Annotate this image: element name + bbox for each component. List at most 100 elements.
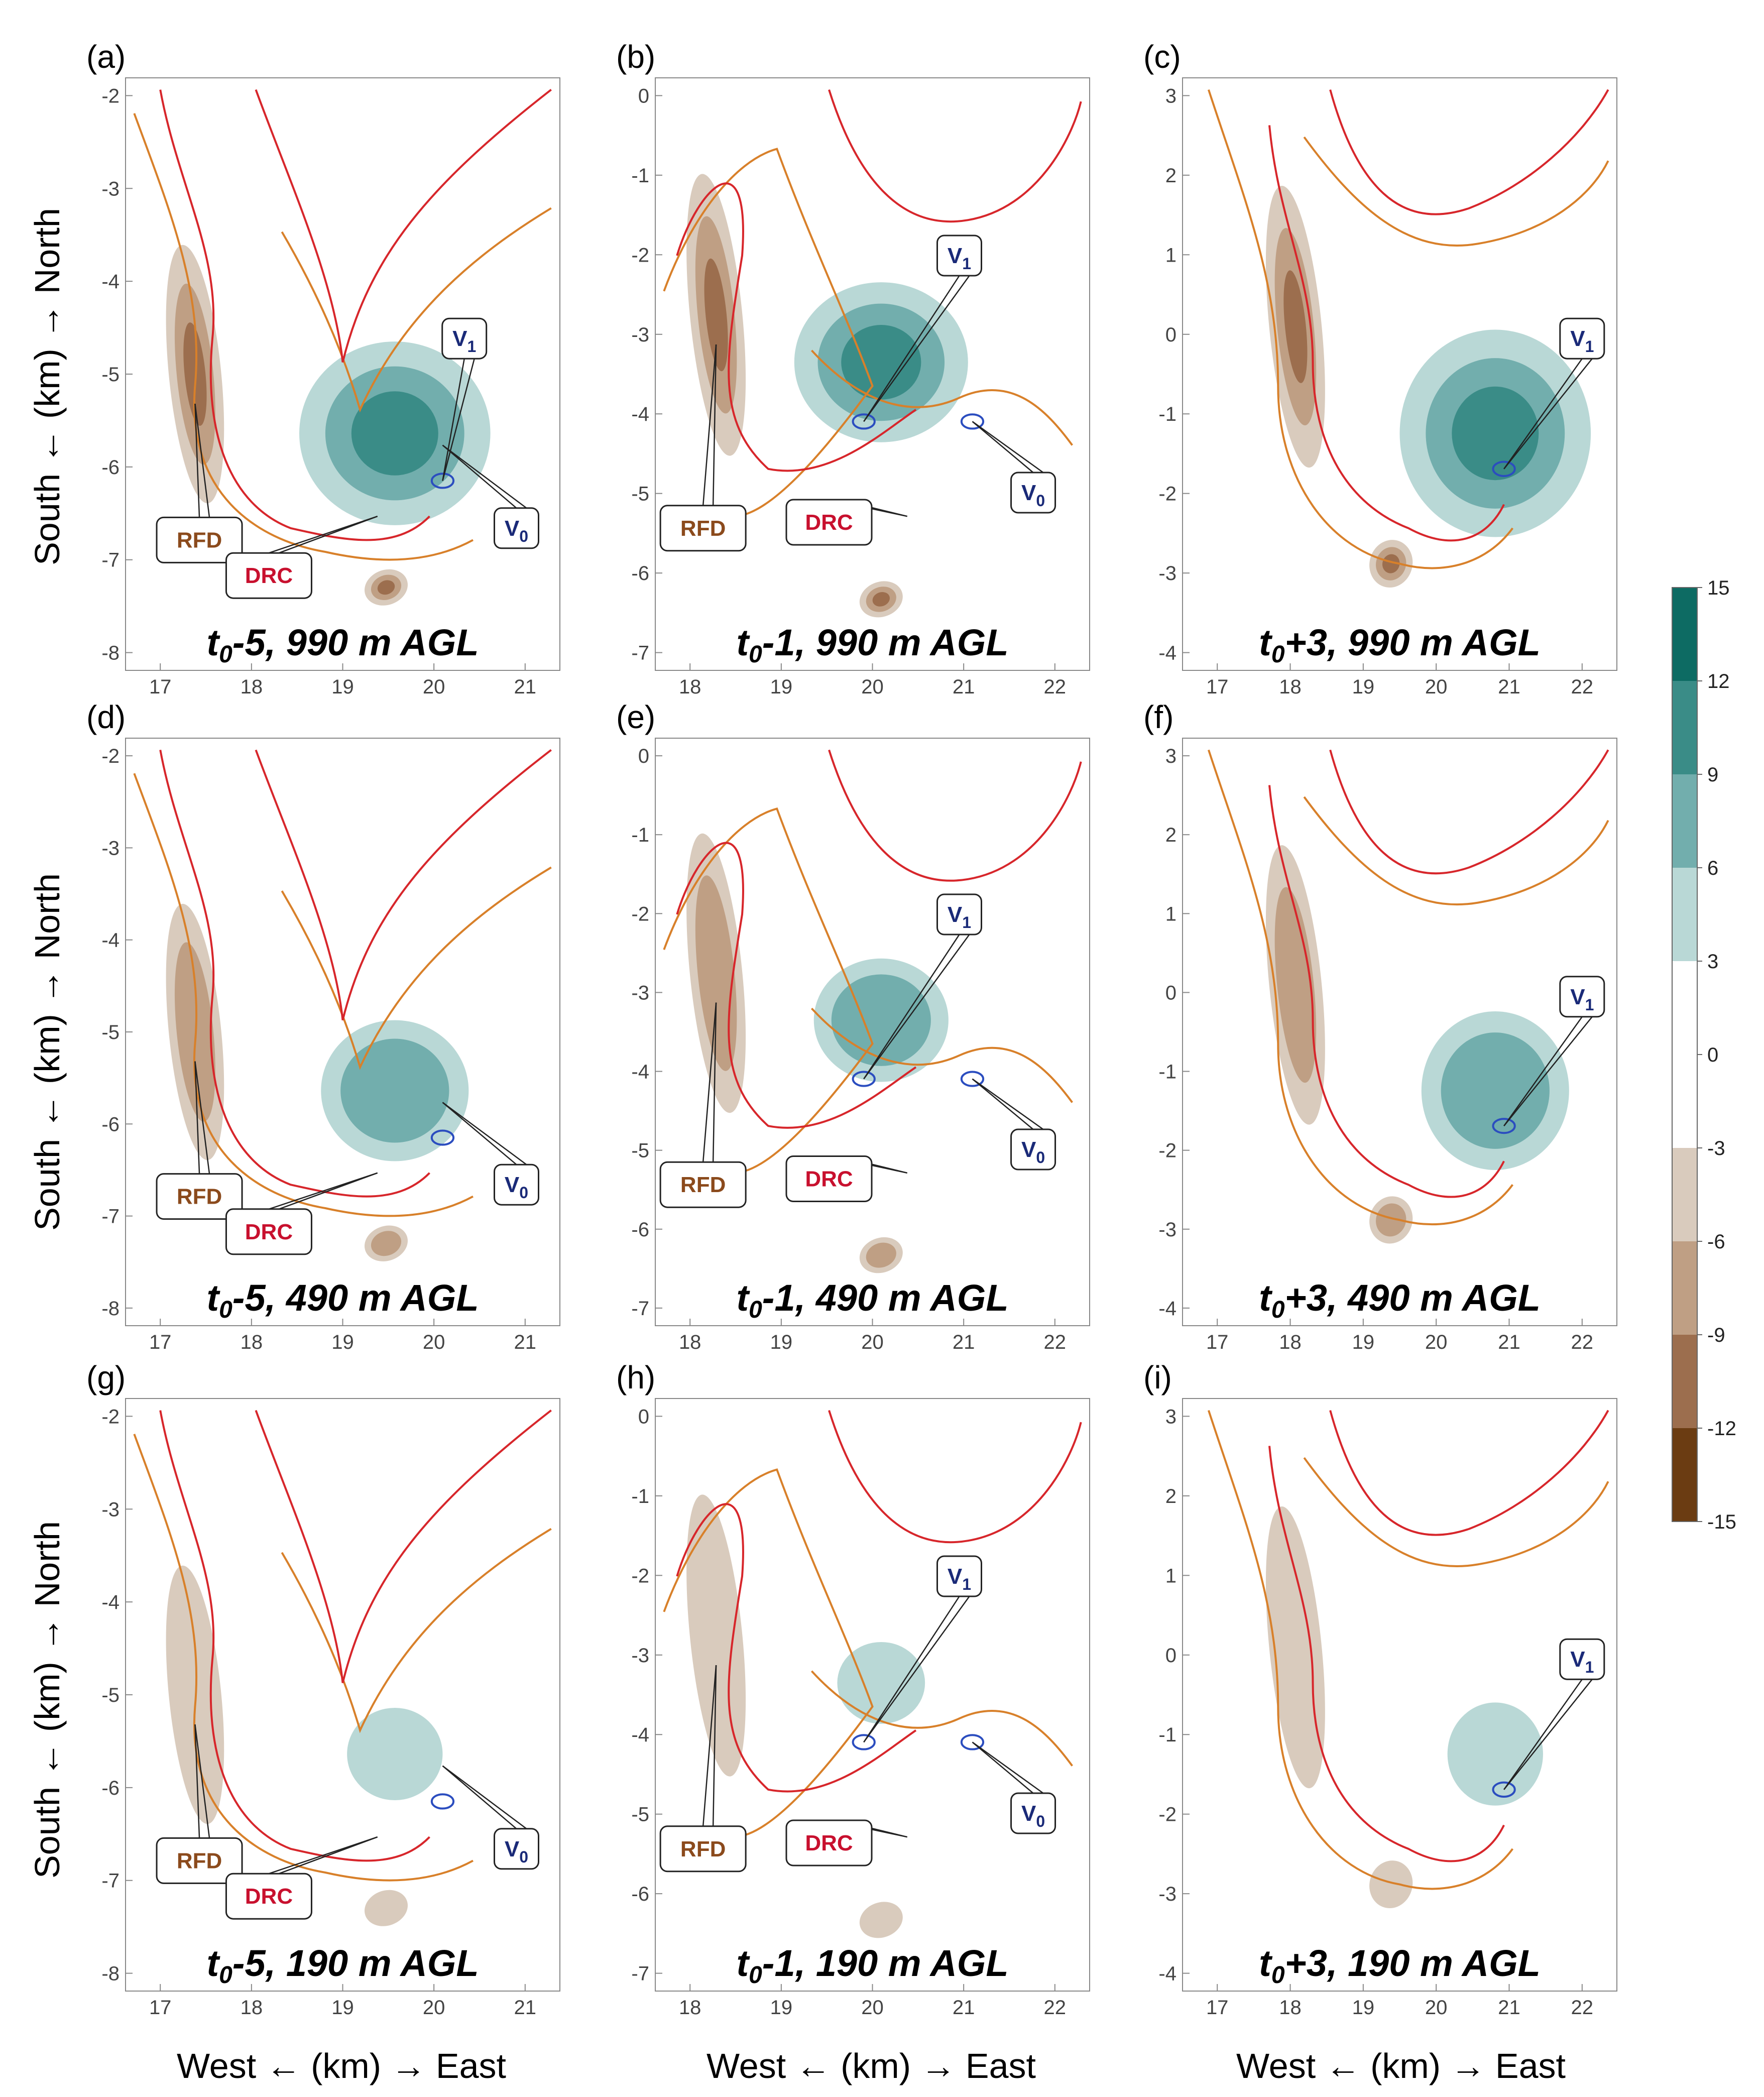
callout-main: RFD xyxy=(177,528,222,552)
panel-label: (e) xyxy=(616,699,655,735)
callout-leader xyxy=(863,1596,960,1743)
orange-contour xyxy=(1304,797,1608,904)
vortex-contour xyxy=(432,1131,453,1145)
callout-box xyxy=(785,499,873,546)
title-subscript: 0 xyxy=(749,641,762,668)
callout-box xyxy=(936,235,982,277)
x-tick-label: 20 xyxy=(861,1997,884,2019)
callout-box xyxy=(785,1819,873,1867)
callout-leader xyxy=(863,275,970,422)
callout-main: V xyxy=(1021,1137,1036,1162)
callout-label: V1 xyxy=(1570,1647,1594,1676)
y-axis-label-row-2: South ← (km) → North xyxy=(28,873,67,1231)
title-rest: +3, 490 m AGL xyxy=(1285,1277,1541,1319)
callout-label: RFD xyxy=(177,1185,222,1209)
callout-subscript: 1 xyxy=(962,913,971,931)
callout-box xyxy=(225,1208,312,1255)
vortex-contour xyxy=(962,414,983,428)
callout-box xyxy=(156,1173,243,1220)
positive-vorticity-shading xyxy=(837,1642,925,1724)
y-tick-label: -5 xyxy=(101,364,120,386)
callout-label: V0 xyxy=(505,1837,528,1866)
x-tick-label: 17 xyxy=(1206,1331,1229,1353)
panel-d: 17 18 19 20 21-2-3-4-5-6-7-8(d)t0-5, 490 m A… xyxy=(86,699,560,1353)
red-contour xyxy=(1330,750,1608,873)
vortex-contour xyxy=(432,474,453,488)
y-tick-label: -4 xyxy=(1158,1963,1177,1985)
panel-title: t0-1, 490 m AGL xyxy=(736,1277,1008,1323)
red-contour xyxy=(677,843,916,1127)
y-axis-label-text: South ← (km) → North xyxy=(28,873,67,1231)
red-contour xyxy=(256,90,551,363)
callout-leader xyxy=(1503,358,1583,470)
callout-leader xyxy=(712,1002,717,1162)
panel-label: (g) xyxy=(86,1359,126,1395)
colorbar-swatch xyxy=(1672,1335,1697,1428)
x-tick-label: 18 xyxy=(679,1331,701,1353)
orange-contour xyxy=(282,867,551,1067)
x-tick-label: 17 xyxy=(149,1331,172,1353)
x-tick-label: 19 xyxy=(770,1997,793,2019)
y-tick-label: -1 xyxy=(1158,1061,1177,1083)
callout-leader xyxy=(702,1002,717,1162)
callout-main: V xyxy=(505,1173,520,1197)
positive-vorticity-shading xyxy=(841,325,921,400)
callout-leader xyxy=(442,1102,527,1166)
negative-vorticity-shading xyxy=(686,1494,746,1777)
x-tick-label: 22 xyxy=(1044,1997,1067,2019)
positive-vorticity-shading xyxy=(347,1707,443,1801)
callout-label: V1 xyxy=(452,326,476,356)
colorbar-tick-label: -3 xyxy=(1707,1137,1725,1159)
panels-layer: 17 18 19 20 21-2-3-4-5-6-7-8(a)t0-5, 990 m A… xyxy=(86,39,1617,2019)
positive-vorticity-shading xyxy=(831,974,931,1066)
y-tick-label: -7 xyxy=(631,1963,649,1985)
callout-box xyxy=(225,552,312,599)
panel-label: (b) xyxy=(616,39,655,75)
x-tick-label: 18 xyxy=(679,1997,701,2019)
callout-box xyxy=(659,1825,747,1873)
y-tick-label: 1 xyxy=(1165,1565,1177,1587)
callout-leader xyxy=(442,358,475,481)
orange-contour xyxy=(664,1470,872,1837)
callout-label: V0 xyxy=(1021,1801,1045,1830)
title-subscript: 0 xyxy=(1271,1297,1285,1323)
callout-label: RFD xyxy=(680,1173,726,1197)
orange-contour xyxy=(134,1434,473,1881)
callout-subscript: 0 xyxy=(519,527,528,545)
title-t: t xyxy=(1259,1942,1273,1984)
callout-subscript: 1 xyxy=(962,255,971,273)
plot-content xyxy=(134,750,551,1265)
panel-title: t0-1, 190 m AGL xyxy=(736,1942,1008,1989)
negative-vorticity-shading xyxy=(371,1231,402,1256)
y-tick-label: -4 xyxy=(101,929,120,952)
colorbar-tick-label: 9 xyxy=(1707,764,1718,786)
y-tick-label: -1 xyxy=(1158,403,1177,425)
x-tick-label: 20 xyxy=(861,676,884,698)
callout-label: V1 xyxy=(948,1564,971,1593)
y-tick-label: -1 xyxy=(1158,1724,1177,1746)
title-subscript: 0 xyxy=(219,641,232,668)
y-tick-label: -2 xyxy=(101,85,120,107)
y-tick-label: -3 xyxy=(1158,1219,1177,1241)
title-rest: -1, 490 m AGL xyxy=(762,1277,1009,1319)
callout-leader xyxy=(442,358,465,481)
y-tick-label: -4 xyxy=(1158,642,1177,664)
y-axis-label-text: South ← (km) → North xyxy=(28,1521,67,1879)
y-tick-label: -6 xyxy=(101,1113,120,1135)
title-rest: +3, 190 m AGL xyxy=(1285,1942,1541,1984)
y-tick-label: 0 xyxy=(1165,1645,1177,1667)
callout-main: RFD xyxy=(680,516,726,541)
plot-content xyxy=(664,750,1081,1276)
negative-vorticity-shading xyxy=(872,592,890,607)
negative-vorticity-shading xyxy=(1283,270,1308,383)
callout-leader xyxy=(194,1724,210,1838)
y-tick-label: 0 xyxy=(638,745,649,767)
colorbar-tick-label: 15 xyxy=(1707,577,1730,599)
callout-leader xyxy=(1503,1679,1583,1790)
y-tick-label: -5 xyxy=(631,1804,649,1826)
x-tick-label: 21 xyxy=(1498,676,1520,698)
y-tick-label: -7 xyxy=(101,549,120,571)
y-tick-label: -3 xyxy=(101,178,120,200)
callout-box xyxy=(1010,472,1056,514)
panel-title: t0+3, 990 m AGL xyxy=(1259,622,1541,668)
